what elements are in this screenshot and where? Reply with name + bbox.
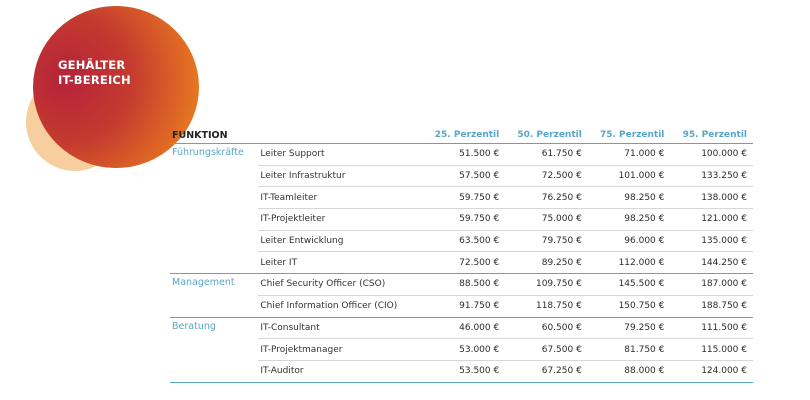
salary-cell: 88.000 €	[587, 360, 671, 383]
function-name: IT-Projektleiter	[258, 208, 423, 231]
table-row: IT-Auditor 53.500 €67.250 €88.000 €124.00…	[170, 360, 753, 383]
category-label: Führungskräfte	[170, 143, 259, 275]
table-row: IT-Projektleiter 59.750 €75.000 €98.250 €…	[170, 208, 753, 231]
salary-cell: 138.000 €	[670, 186, 753, 210]
salary-cell: 60.500 €	[505, 317, 588, 340]
salary-cell: 88.500 €	[422, 273, 506, 296]
salary-cell: 150.750 €	[587, 295, 671, 318]
salary-cell: 98.250 €	[587, 186, 671, 210]
salary-cell: 118.750 €	[505, 295, 588, 318]
salary-cell: 57.500 €	[422, 165, 506, 188]
function-name: Leiter Support	[258, 143, 423, 166]
salary-cell: 188.750 €	[670, 295, 753, 318]
salary-cell: 187.000 €	[670, 273, 753, 296]
column-header-p50: 50. Perzentil	[505, 127, 588, 144]
salary-cell: 71.000 €	[587, 143, 671, 166]
table-row: Management Chief Security Officer (CSO) 88…	[170, 273, 753, 318]
function-name: IT-Projektmanager	[258, 338, 423, 361]
table-row: Beratung IT-Consultant 46.000 €60.500 €79.…	[170, 317, 753, 383]
salary-cell: 72.500 €	[422, 251, 506, 275]
page-title: GEHÄLTER IT-BEREICH	[58, 58, 131, 88]
salary-cell: 98.250 €	[587, 208, 671, 231]
salary-cell: 53.500 €	[422, 360, 506, 383]
table-row: Führungskräfte Leiter Support 51.500 €61.7…	[170, 143, 753, 275]
salary-cell: 67.250 €	[505, 360, 588, 383]
salary-cell: 72.500 €	[505, 165, 588, 188]
function-name: Leiter Infrastruktur	[258, 165, 423, 188]
function-name: IT-Teamleiter	[258, 186, 423, 210]
salary-cell: 75.000 €	[505, 208, 588, 231]
salary-cell: 96.000 €	[587, 230, 671, 253]
salary-cell: 76.250 €	[505, 186, 588, 210]
salary-cell: 51.500 €	[422, 143, 506, 166]
salary-cell: 46.000 €	[422, 317, 506, 340]
salary-cell: 91.750 €	[422, 295, 506, 318]
table-row: IT-Teamleiter 59.750 €76.250 €98.250 €138…	[170, 186, 753, 210]
table-row: Chief Information Officer (CIO) 91.750 €1…	[170, 295, 753, 318]
salary-cell: 115.000 €	[670, 338, 753, 361]
function-name: IT-Consultant	[258, 317, 423, 340]
salary-cell: 79.750 €	[505, 230, 588, 253]
category-label: Beratung	[170, 317, 259, 383]
function-name: Chief Information Officer (CIO)	[258, 295, 423, 318]
salary-cell: 101.000 €	[587, 165, 671, 188]
column-header-p95: 95. Perzentil	[670, 127, 753, 144]
title-line-2: IT-BEREICH	[58, 73, 131, 87]
function-name: Leiter IT	[258, 251, 423, 275]
salary-table: FUNKTION 25. Perzentil 50. Perzentil 75.…	[170, 127, 753, 383]
title-line-1: GEHÄLTER	[58, 58, 126, 72]
table-row: Leiter Infrastruktur 57.500 €72.500 €101.…	[170, 165, 753, 188]
category-label: Management	[170, 273, 259, 318]
function-name: IT-Auditor	[258, 360, 423, 383]
salary-cell: 79.250 €	[587, 317, 671, 340]
salary-cell: 81.750 €	[587, 338, 671, 361]
function-name: Chief Security Officer (CSO)	[258, 273, 423, 296]
salary-cell: 135.000 €	[670, 230, 753, 253]
salary-cell: 133.250 €	[670, 165, 753, 188]
salary-cell: 109.750 €	[505, 273, 588, 296]
table-header-row: FUNKTION 25. Perzentil 50. Perzentil 75.…	[170, 127, 753, 144]
column-header-p25: 25. Perzentil	[422, 127, 506, 144]
salary-cell: 59.750 €	[422, 186, 506, 210]
salary-cell: 67.500 €	[505, 338, 588, 361]
table-row: IT-Projektmanager 53.000 €67.500 €81.750 …	[170, 338, 753, 361]
table-row: Leiter IT 72.500 €89.250 €112.000 €144.25…	[170, 251, 753, 275]
salary-cell: 63.500 €	[422, 230, 506, 253]
function-name: Leiter Entwicklung	[258, 230, 423, 253]
salary-cell: 145.500 €	[587, 273, 671, 296]
column-header-funktion: FUNKTION	[170, 127, 423, 144]
salary-cell: 59.750 €	[422, 208, 506, 231]
salary-cell: 144.250 €	[670, 251, 753, 275]
salary-cell: 124.000 €	[670, 360, 753, 383]
salary-cell: 121.000 €	[670, 208, 753, 231]
salary-cell: 89.250 €	[505, 251, 588, 275]
salary-cell: 100.000 €	[670, 143, 753, 166]
salary-cell: 53.000 €	[422, 338, 506, 361]
salary-cell: 111.500 €	[670, 317, 753, 340]
table-body: Führungskräfte Leiter Support 51.500 €61.7…	[170, 143, 753, 383]
salary-cell: 61.750 €	[505, 143, 588, 166]
column-header-p75: 75. Perzentil	[587, 127, 671, 144]
salary-cell: 112.000 €	[587, 251, 671, 275]
table-row: Leiter Entwicklung 63.500 €79.750 €96.000…	[170, 230, 753, 253]
